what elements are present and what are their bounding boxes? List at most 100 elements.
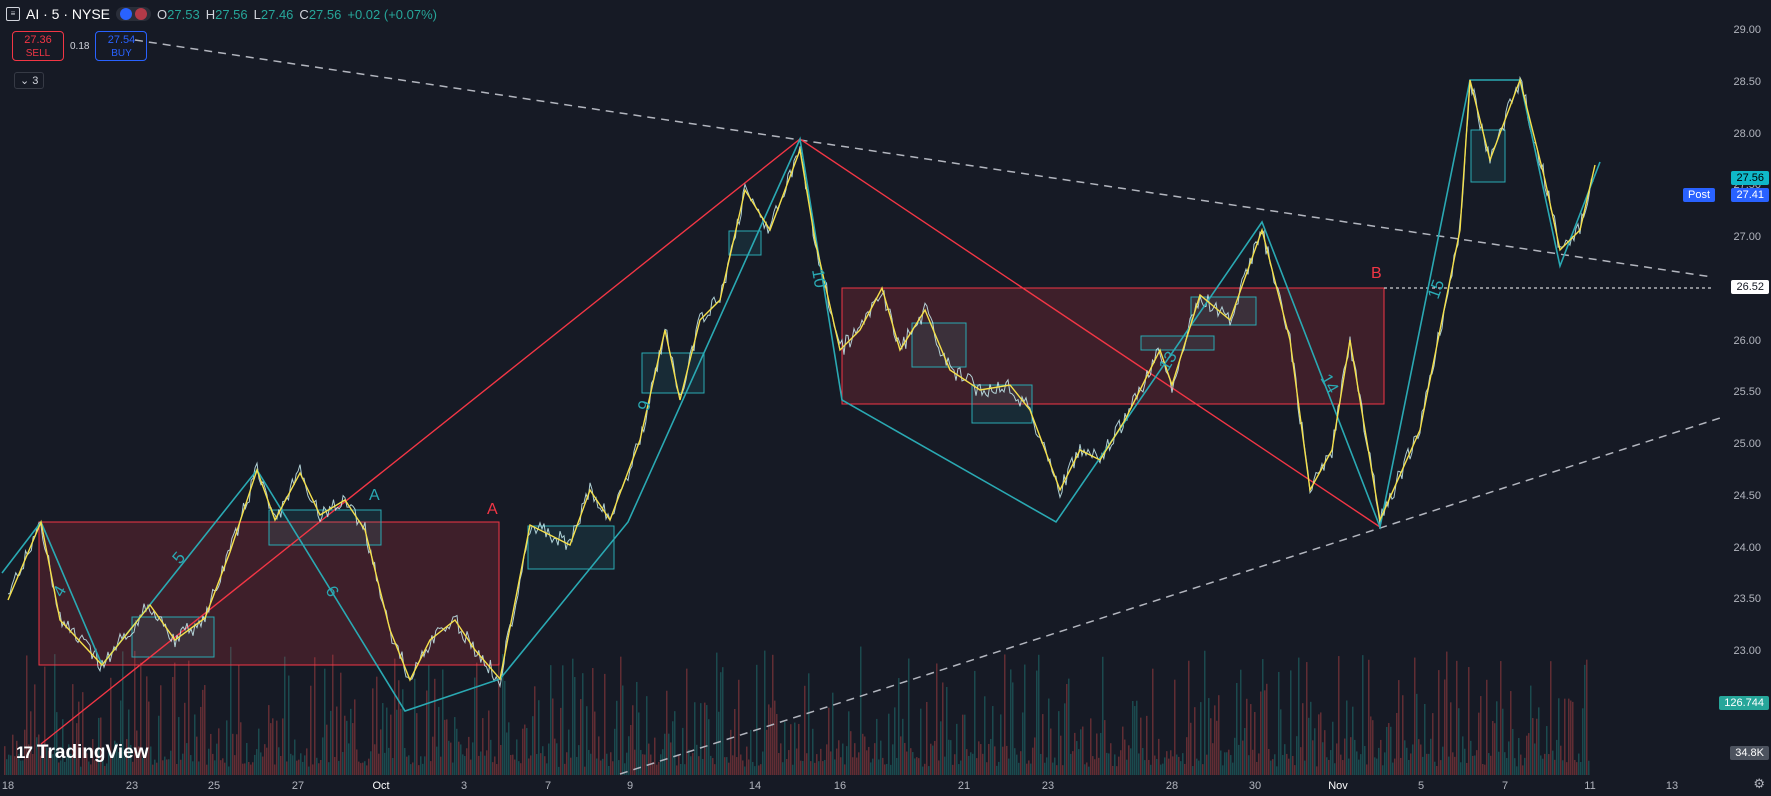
volume-bar: [46, 747, 48, 775]
volume-bar: [932, 745, 934, 775]
volume-bar: [500, 745, 502, 775]
volume-bar: [220, 760, 222, 775]
volume-bar: [1104, 720, 1106, 775]
volume-bar: [472, 742, 474, 775]
volume-bar: [874, 743, 876, 775]
volume-bar: [478, 755, 480, 775]
sell-button[interactable]: 27.36 SELL: [12, 31, 64, 61]
gear-icon[interactable]: ⚙: [1753, 776, 1765, 791]
volume-bar: [1400, 757, 1402, 775]
volume-bar: [276, 720, 278, 775]
small-boxes: [131, 129, 1506, 658]
volume-bar: [934, 740, 936, 775]
volume-bar: [1354, 739, 1356, 775]
volume-bar: [404, 747, 406, 775]
volume-bar: [1360, 754, 1362, 775]
volume-bar: [758, 765, 760, 775]
volume-bar: [302, 761, 304, 775]
volume-bar: [266, 747, 268, 775]
volume-bar: [742, 760, 744, 775]
volume-bar: [1000, 714, 1002, 775]
volume-bar: [270, 723, 272, 775]
volume-bar: [272, 718, 274, 775]
volume-bar: [724, 757, 726, 775]
volume-bar: [374, 744, 376, 775]
volume-bar: [1054, 757, 1056, 775]
volume-bars: [4, 646, 1590, 775]
volume-bar: [634, 749, 636, 775]
volume-bar: [52, 754, 54, 775]
volume-bar: [1498, 751, 1500, 775]
volume-bar: [1434, 761, 1436, 775]
volume-bar: [1074, 732, 1076, 775]
volume-bar: [1126, 759, 1128, 775]
volume-bar: [498, 663, 500, 775]
volume-bar: [1560, 745, 1562, 775]
volume-bar: [40, 755, 42, 775]
volume-bar: [476, 662, 478, 775]
volume-bar: [490, 739, 492, 775]
volume-bar: [600, 760, 602, 775]
volume-bar: [912, 752, 914, 775]
volume-bar: [974, 670, 976, 775]
volume-bar: [962, 714, 964, 775]
volume-bar: [36, 737, 38, 775]
volume-bar: [316, 757, 318, 775]
indicators-toggle[interactable]: ⌄ 3: [14, 72, 45, 89]
volume-bar: [642, 754, 644, 775]
volume-bar: [1182, 753, 1184, 775]
zone-a-label-cyan: A: [369, 487, 380, 504]
volume-bar: [730, 729, 732, 775]
volume-bar: [1044, 762, 1046, 775]
volume-bar: [916, 757, 918, 775]
volume-bar: [1162, 763, 1164, 775]
trade-buttons: 27.36 SELL 0.18 27.54 BUY: [12, 31, 148, 61]
box-7: [971, 384, 1033, 424]
volume-bar: [1420, 744, 1422, 775]
volume-bar: [1280, 709, 1282, 775]
zone-b-rect: [841, 287, 1385, 405]
volume-bar: [344, 715, 346, 775]
volume-bar: [360, 763, 362, 775]
volume-bar: [624, 763, 626, 775]
volume-bar: [968, 755, 970, 775]
volume-bar: [416, 713, 418, 775]
volume-bar: [1502, 708, 1504, 775]
volume-bar: [1142, 747, 1144, 775]
volume-bar: [836, 748, 838, 775]
price-tick-label: 25.00: [1733, 438, 1761, 450]
volume-bar: [1482, 764, 1484, 775]
volume-bar: [1342, 760, 1344, 775]
session-status[interactable]: [116, 7, 152, 21]
volume-bar: [1150, 764, 1152, 775]
volume-bar: [1306, 662, 1308, 775]
volume-bar: [1030, 763, 1032, 775]
volume-bar: [310, 685, 312, 775]
volume-bar: [1386, 726, 1388, 775]
volume-bar: [838, 740, 840, 775]
time-tick-label: 7: [544, 780, 552, 792]
box-5: [728, 230, 762, 256]
volume-bar: [1080, 729, 1082, 775]
volume-bar: [540, 753, 542, 775]
volume-bar: [860, 646, 862, 775]
symbol-title[interactable]: AI · 5 · NYSE: [26, 6, 111, 22]
volume-bar: [306, 748, 308, 775]
volume-bar: [666, 690, 668, 775]
volume-bar: [322, 737, 324, 775]
volume-bar: [564, 763, 566, 775]
symbol-menu-icon[interactable]: ≡: [6, 7, 20, 21]
volume-bar: [48, 750, 50, 775]
volume-bar: [508, 722, 510, 775]
volume-bar: [1488, 753, 1490, 775]
volume-bar: [64, 761, 66, 775]
volume-bar: [482, 718, 484, 775]
tradingview-logo[interactable]: 17 TradingView: [16, 742, 149, 764]
volume-bar: [1588, 760, 1590, 775]
time-tick-label: 23: [1041, 780, 1055, 792]
volume-bar: [1144, 760, 1146, 775]
buy-button[interactable]: 27.54 BUY: [95, 31, 148, 61]
buy-price: 27.54: [107, 34, 136, 46]
price-tick-label: 26.00: [1733, 334, 1761, 347]
